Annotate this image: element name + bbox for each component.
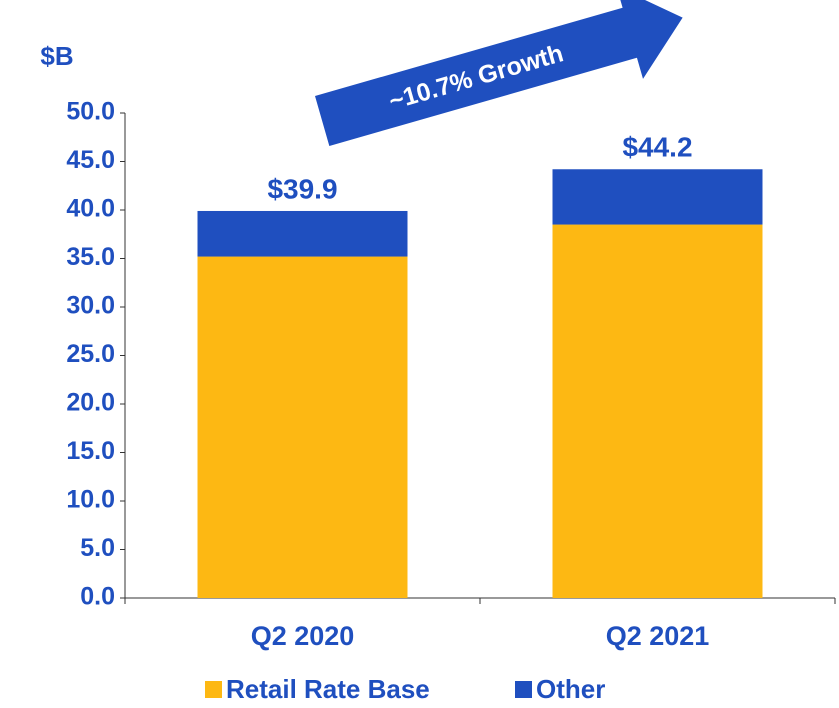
y-tick-label: 10.0	[66, 486, 115, 514]
y-tick-label: 0.0	[80, 583, 115, 611]
y-tick-label: 5.0	[80, 534, 115, 562]
legend-label: Other	[536, 674, 605, 704]
y-tick-label: 40.0	[66, 195, 115, 223]
y-tick-label: 35.0	[66, 243, 115, 271]
legend-label: Retail Rate Base	[226, 674, 430, 704]
bar-segment	[552, 169, 763, 225]
x-tick-label: Q2 2021	[606, 621, 710, 651]
y-tick-label: 20.0	[66, 389, 115, 417]
y-tick-label: 30.0	[66, 292, 115, 320]
y-axis-label: $B	[40, 41, 73, 71]
total-label: $39.9	[267, 173, 337, 204]
bar-segment	[197, 210, 408, 257]
bar-segment	[197, 256, 408, 598]
y-tick-label: 15.0	[66, 437, 115, 465]
x-tick-label: Q2 2020	[251, 621, 355, 651]
total-label: $44.2	[622, 132, 692, 163]
legend-swatch	[205, 681, 222, 698]
bar-segment	[552, 224, 763, 599]
arrow-shape	[315, 0, 683, 146]
y-tick-label: 45.0	[66, 146, 115, 174]
legend-swatch	[515, 681, 532, 698]
y-tick-label: 25.0	[66, 340, 115, 368]
y-tick-label: 50.0	[66, 98, 115, 126]
